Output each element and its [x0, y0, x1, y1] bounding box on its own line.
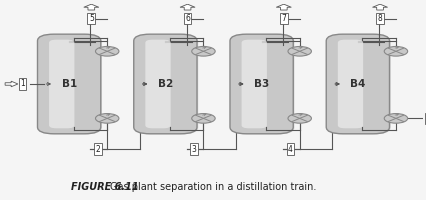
Text: 5: 5 — [89, 14, 94, 23]
Text: 4: 4 — [288, 145, 292, 154]
Text: 2: 2 — [95, 145, 100, 154]
Circle shape — [287, 114, 311, 123]
Polygon shape — [5, 81, 18, 87]
Circle shape — [383, 46, 407, 56]
Text: 7: 7 — [281, 14, 285, 23]
Circle shape — [95, 114, 119, 123]
Text: Gas plant separation in a distillation train.: Gas plant separation in a distillation t… — [110, 182, 316, 192]
Text: 1: 1 — [20, 79, 25, 88]
Circle shape — [287, 46, 311, 56]
Text: 3: 3 — [191, 145, 196, 154]
Circle shape — [191, 46, 215, 56]
FancyBboxPatch shape — [49, 40, 74, 128]
Text: FIGURE 6.11: FIGURE 6.11 — [71, 182, 138, 192]
Polygon shape — [371, 4, 387, 10]
Text: B2: B2 — [157, 79, 173, 89]
Circle shape — [95, 46, 119, 56]
FancyBboxPatch shape — [231, 35, 294, 134]
Text: B4: B4 — [349, 79, 365, 89]
Text: 8: 8 — [377, 14, 382, 23]
Circle shape — [383, 114, 407, 123]
Text: B1: B1 — [61, 79, 77, 89]
Polygon shape — [83, 4, 98, 10]
FancyBboxPatch shape — [325, 34, 389, 134]
FancyBboxPatch shape — [327, 35, 390, 134]
Text: 9: 9 — [425, 114, 426, 123]
FancyBboxPatch shape — [337, 40, 362, 128]
FancyBboxPatch shape — [145, 40, 170, 128]
Polygon shape — [180, 4, 195, 10]
Polygon shape — [276, 4, 291, 10]
Circle shape — [191, 114, 215, 123]
Text: B3: B3 — [253, 79, 269, 89]
FancyBboxPatch shape — [133, 34, 196, 134]
FancyBboxPatch shape — [135, 35, 198, 134]
FancyBboxPatch shape — [37, 34, 101, 134]
Text: 6: 6 — [185, 14, 190, 23]
FancyBboxPatch shape — [230, 34, 293, 134]
FancyBboxPatch shape — [241, 40, 266, 128]
FancyBboxPatch shape — [39, 35, 102, 134]
